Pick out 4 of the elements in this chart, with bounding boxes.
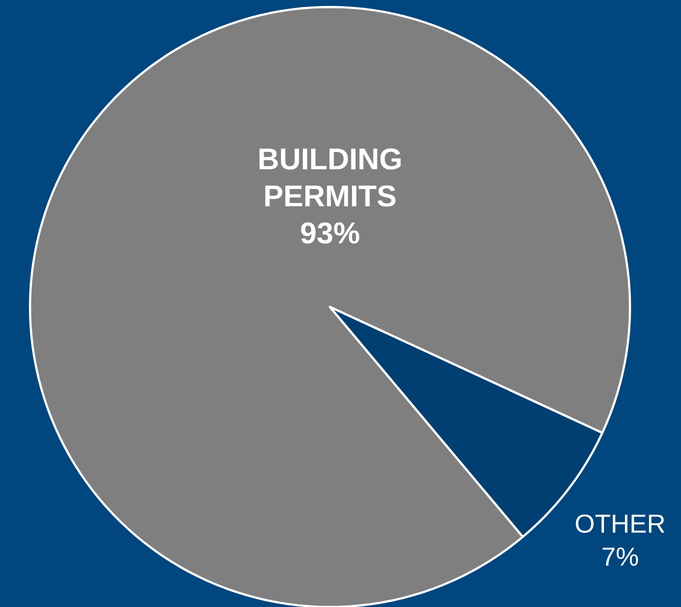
data-label: 93% bbox=[301, 222, 360, 244]
slice-label: BUILDING PERMITS bbox=[260, 148, 401, 207]
slice-label: OTHER bbox=[576, 514, 664, 533]
data-label: 7% bbox=[602, 548, 638, 566]
